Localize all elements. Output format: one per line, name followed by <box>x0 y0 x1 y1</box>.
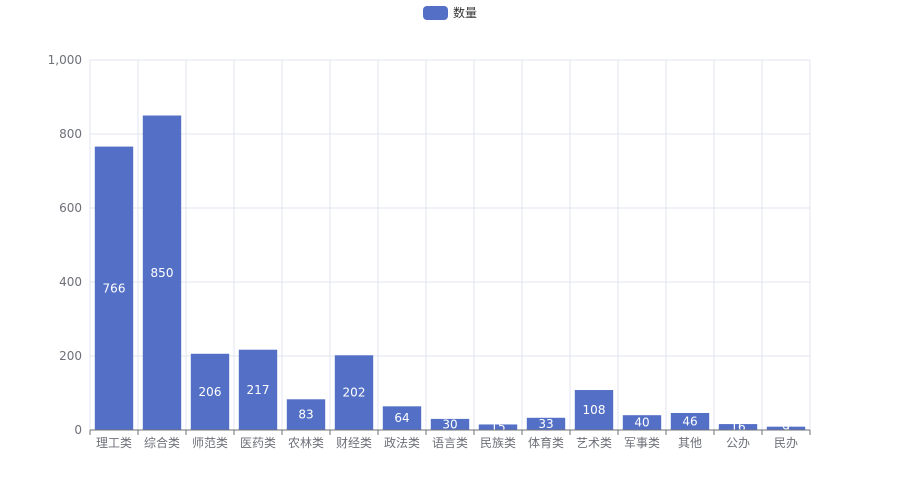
bar <box>718 424 758 430</box>
legend-swatch-icon <box>422 5 448 20</box>
bar <box>670 412 710 430</box>
data-label: 850 <box>151 266 174 280</box>
x-tick-label: 民办 <box>774 435 798 450</box>
y-tick-label: 600 <box>59 201 82 215</box>
x-tick-label: 政法类 <box>384 436 420 450</box>
x-tick-label: 其他 <box>678 436 702 450</box>
y-tick-label: 0 <box>74 423 82 437</box>
x-tick-label: 语言类 <box>432 436 468 450</box>
bar <box>238 349 278 430</box>
y-tick-label: 400 <box>59 275 82 289</box>
x-tick-label: 公办 <box>726 435 750 450</box>
bar <box>526 417 566 430</box>
x-tick-label: 军事类 <box>624 436 660 450</box>
x-tick-label: 财经类 <box>336 436 372 450</box>
data-label: 33 <box>538 417 553 431</box>
data-label: 217 <box>247 383 270 397</box>
legend[interactable]: 数量 <box>0 4 900 21</box>
bar <box>574 390 614 430</box>
x-tick-label: 师范类 <box>192 436 228 450</box>
y-tick-label: 800 <box>59 127 82 141</box>
bar <box>286 399 326 430</box>
y-tick-label: 1,000 <box>48 53 82 67</box>
bar <box>478 424 518 430</box>
y-tick-label: 200 <box>59 349 82 363</box>
x-tick-label: 艺术类 <box>576 436 612 450</box>
bar <box>142 115 182 430</box>
x-tick-label: 民族类 <box>480 436 516 450</box>
data-label: 9 <box>782 421 790 435</box>
bar <box>622 415 662 430</box>
bar <box>190 353 230 430</box>
data-label: 46 <box>682 414 697 428</box>
bar <box>94 146 134 430</box>
data-label: 83 <box>298 408 313 422</box>
bar <box>382 406 422 430</box>
x-tick-label: 理工类 <box>96 436 132 450</box>
x-tick-label: 体育类 <box>528 435 564 450</box>
data-label: 766 <box>103 281 126 295</box>
bar <box>430 418 470 430</box>
data-label: 108 <box>583 403 606 417</box>
bar <box>766 426 806 430</box>
bar <box>334 355 374 430</box>
data-label: 206 <box>199 385 222 399</box>
data-label: 15 <box>490 420 505 434</box>
x-tick-label: 医药类 <box>240 436 276 450</box>
legend-label: 数量 <box>452 6 477 20</box>
data-label: 202 <box>343 386 366 400</box>
x-tick-label: 农林类 <box>288 436 324 450</box>
data-label: 40 <box>634 416 649 430</box>
x-tick-label: 综合类 <box>144 435 180 450</box>
data-label: 16 <box>730 420 745 434</box>
data-label: 30 <box>442 417 457 431</box>
data-label: 64 <box>394 411 409 425</box>
